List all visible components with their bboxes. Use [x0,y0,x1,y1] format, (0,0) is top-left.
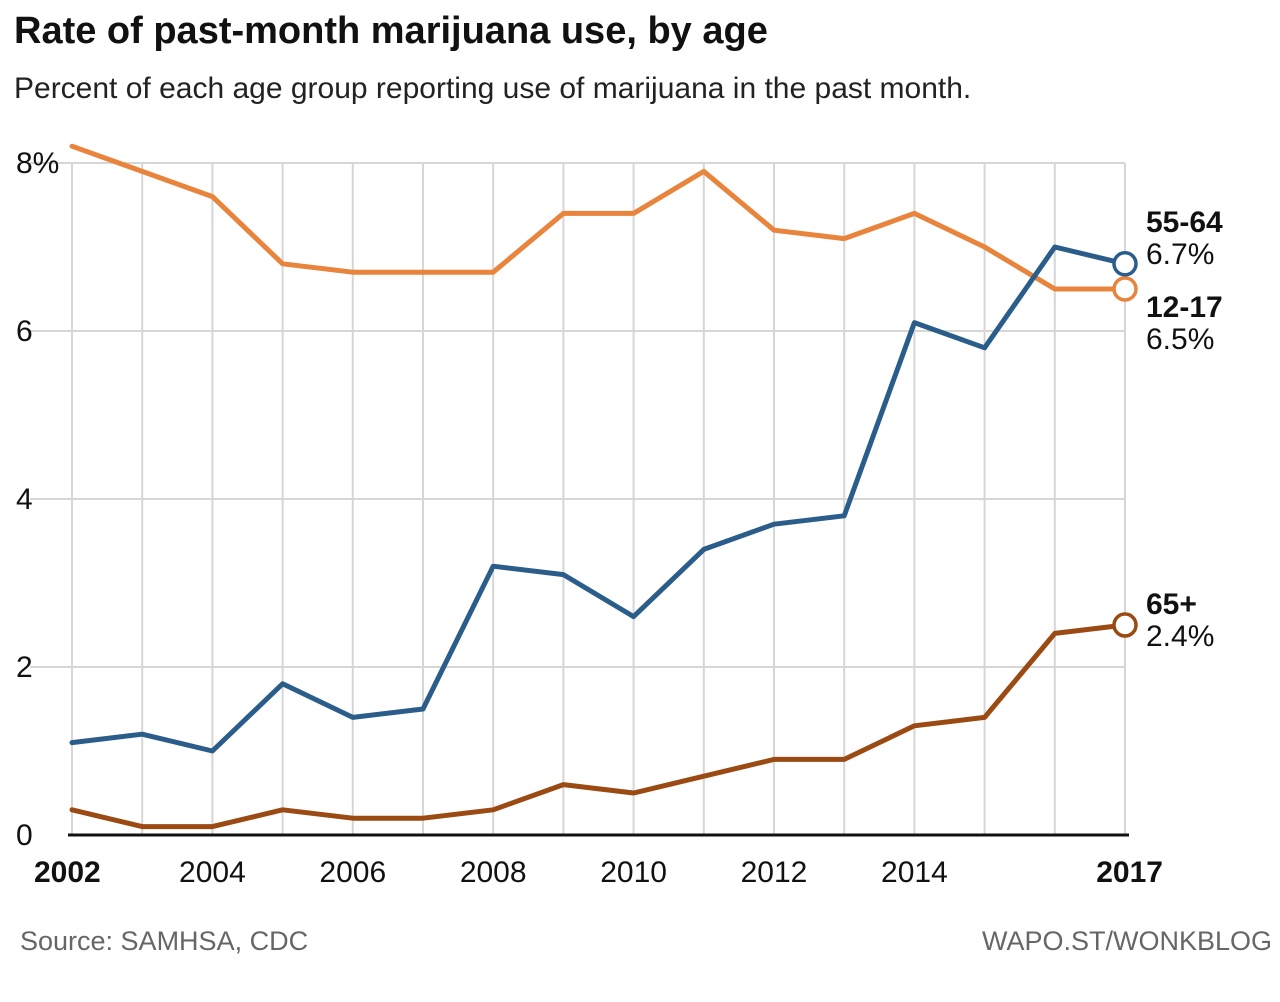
y-tick-label: 2 [16,651,33,684]
series-label-65+: 65+ [1146,588,1197,621]
source-note: Source: SAMHSA, CDC [20,926,309,956]
credit-note: WAPO.ST/WONKBLOG [981,926,1272,956]
x-tick-label: 2012 [741,856,808,889]
series-value-12-17: 6.5% [1146,323,1214,356]
series-line-12-17 [69,143,1128,292]
end-marker-55-64 [1112,251,1138,277]
series-line-55-64 [69,244,1128,754]
end-marker-65+ [1112,612,1138,638]
series-line-65+ [69,622,1128,830]
series-value-65+: 2.4% [1146,620,1214,653]
series-value-55-64: 6.7% [1146,238,1214,271]
x-tick-label: 2014 [881,856,948,889]
chart-subtitle: Percent of each age group reporting use … [14,72,972,105]
x-tick-label: 2010 [600,856,667,889]
y-tick-label: 0 [16,819,33,852]
x-tick-label: 2006 [319,856,386,889]
y-tick-label: 6 [16,315,33,348]
end-marker-12-17 [1112,276,1138,302]
x-tick-label: 2008 [460,856,527,889]
y-tick-label: 4 [16,483,33,516]
y-tick-label: 8% [16,147,59,180]
series-label-55-64: 55-64 [1146,206,1223,239]
chart-title: Rate of past-month marijuana use, by age [14,10,768,52]
x-tick-label: 2002 [34,856,101,889]
x-tick-label: 2004 [179,856,246,889]
x-tick-label: 2017 [1096,856,1163,889]
series-label-12-17: 12-17 [1146,291,1223,324]
